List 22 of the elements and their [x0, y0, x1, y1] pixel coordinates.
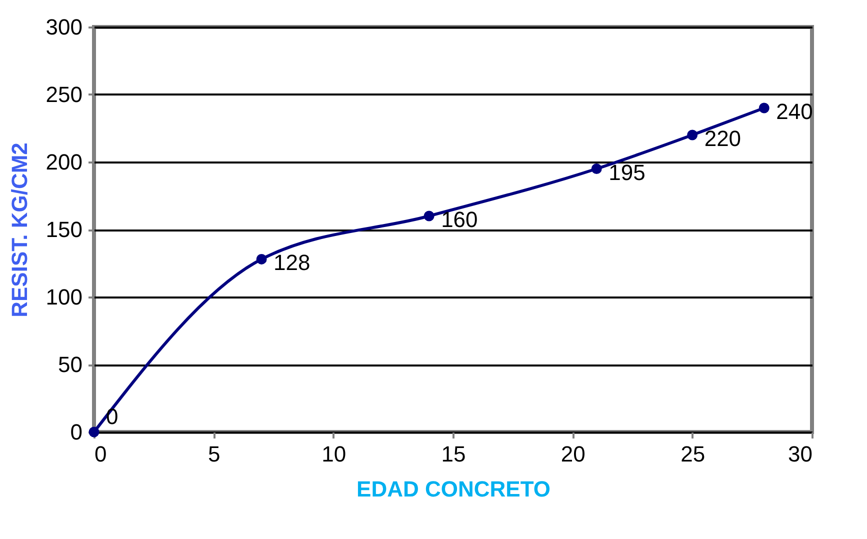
x-axis-title: EDAD CONCRETO: [356, 476, 550, 502]
x-tick-label: 15: [441, 442, 466, 466]
data-label: 220: [704, 126, 742, 151]
data-label: 128: [274, 250, 310, 276]
x-tick-label: 10: [322, 442, 346, 466]
y-axis-title: RESIST. KG/CM2: [6, 142, 32, 318]
x-tick-label: 30: [788, 442, 812, 466]
y-tick-label: 0: [70, 420, 82, 444]
data-label: 0: [106, 404, 118, 429]
data-label: 195: [608, 160, 646, 185]
x-tick-label: 0: [94, 442, 107, 466]
y-tick-label: 50: [58, 352, 82, 377]
data-label: 240: [776, 99, 813, 124]
y-tick-label: 100: [46, 284, 82, 310]
x-tick-label: 25: [680, 442, 706, 466]
y-tick-label: 300: [46, 14, 82, 40]
x-tick-label: 5: [208, 442, 220, 466]
y-tick-label: 200: [46, 150, 82, 174]
y-tick-label: 150: [46, 217, 82, 242]
y-tick-label: 250: [46, 82, 82, 107]
x-tick-label: 20: [560, 442, 586, 466]
data-label: 160: [441, 207, 478, 232]
